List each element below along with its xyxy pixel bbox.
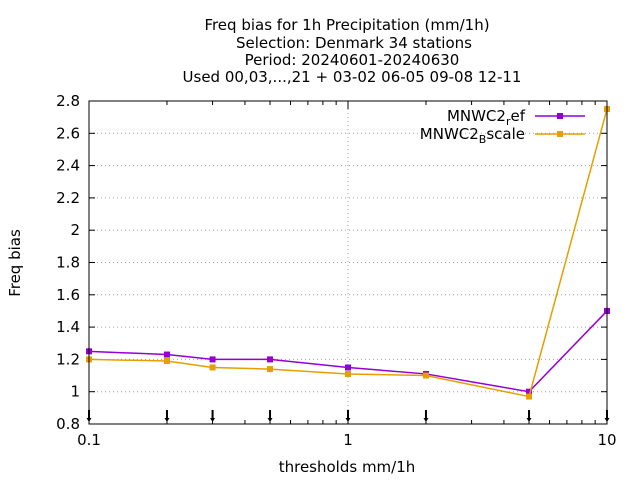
y-tick-label: 2.2: [56, 189, 80, 207]
y-tick-label: 1: [70, 383, 80, 401]
x-axis-label: thresholds mm/1h: [279, 458, 416, 476]
title-line-2: Selection: Denmark 34 stations: [236, 34, 472, 52]
plot-frame: [88, 100, 608, 425]
series-1-point: [345, 364, 351, 371]
series-1-point: [163, 351, 170, 358]
title-line-1: Freq bias for 1h Precipitation (mm/1h): [204, 16, 489, 34]
series-lines: [86, 106, 610, 400]
threshold-marker-head: [210, 418, 216, 422]
y-tick-label: 2.4: [56, 157, 80, 175]
y-tick-label: 1.4: [56, 318, 80, 336]
series-1-point: [526, 388, 533, 395]
series-2-point: [267, 366, 274, 373]
y-tick-label: 2.6: [56, 124, 80, 142]
series-2-point: [345, 370, 351, 377]
y-tick-label: 1.6: [56, 286, 80, 304]
y-axis-label: Freq bias: [6, 229, 24, 297]
threshold-marker-head: [164, 418, 170, 422]
legend-marker-1: [557, 113, 563, 119]
y-tick-label: 1.8: [56, 254, 80, 272]
series-line-1: [88, 310, 608, 393]
threshold-marker-head: [423, 418, 429, 422]
y-tick-label: 2: [70, 221, 80, 239]
y-tick-label: 1.2: [56, 350, 80, 368]
chart-title: Freq bias for 1h Precipitation (mm/1h) S…: [183, 16, 522, 86]
threshold-marker-head: [267, 418, 273, 422]
threshold-marker-head: [345, 418, 351, 422]
legend-marker-2: [557, 131, 563, 137]
y-tick-label: 0.8: [56, 415, 80, 433]
series-line-2: [88, 108, 608, 398]
series-2-point: [526, 393, 533, 400]
series-2-point: [209, 364, 216, 371]
title-line-3: Period: 20240601-20240630: [245, 51, 460, 69]
title-line-4: Used 00,03,...,21 + 03-02 06-05 09-08 12…: [183, 68, 522, 86]
series-2-point: [422, 372, 429, 379]
bottom-markers: [86, 410, 610, 422]
series-2-point: [163, 358, 170, 365]
threshold-marker-head: [526, 418, 532, 422]
x-tick-label: 1: [343, 431, 353, 449]
x-tick-label: 0.1: [77, 431, 101, 449]
axis-ticks: 0.8 1 1.2 1.4 1.6 1.8 2 2.2 2.4 2.6 2.8 0.1 1 10: [56, 92, 616, 449]
x-tick-label: 10: [597, 431, 616, 449]
legend-label-1: MNWC2ref: [447, 107, 526, 128]
y-tick-label: 2.8: [56, 92, 80, 110]
series-1-point: [209, 356, 216, 363]
legend-label-2: MNWC2Bscale: [420, 125, 525, 146]
series-1-point: [267, 356, 274, 363]
